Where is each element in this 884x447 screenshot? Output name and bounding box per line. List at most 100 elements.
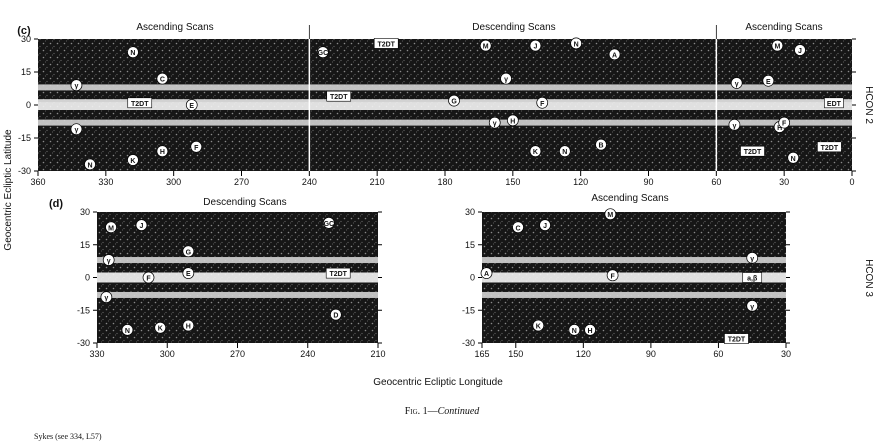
marker-badge [532, 319, 545, 332]
band-north [97, 257, 378, 264]
marker-label: J [140, 223, 144, 230]
marker-label: H [510, 118, 515, 125]
marker-label: N [572, 328, 577, 335]
ytick-label: -30 [18, 166, 31, 176]
marker-label: K [536, 324, 541, 331]
marker-badge [500, 72, 512, 85]
band-south [482, 291, 786, 298]
xtick-label: 240 [300, 349, 315, 359]
marker-label: M [774, 44, 780, 51]
xtick-label: 330 [89, 349, 104, 359]
marker-box [326, 90, 352, 102]
marker-badge [529, 39, 542, 52]
marker-label: GC [318, 50, 329, 57]
ytick-label: 15 [465, 240, 475, 250]
xtick-label: 0 [849, 177, 854, 187]
marker-label: K [533, 149, 538, 156]
marker-label: G [186, 249, 192, 256]
marker-badge [100, 291, 113, 303]
marker-label: T2DT [330, 94, 348, 101]
y-axis-label: Geocentric Ecliptic Latitude [3, 129, 14, 251]
ytick-label: -15 [77, 305, 90, 315]
band-north [38, 84, 852, 91]
marker-badge [771, 39, 784, 52]
marker-badge [121, 324, 134, 336]
marker-badge [794, 44, 806, 56]
marker-badge [182, 245, 195, 258]
marker-badge [536, 96, 549, 109]
xtick-label: 240 [302, 177, 317, 187]
marker-badge [84, 158, 96, 171]
marker-label: G [451, 99, 457, 106]
ytick-label: 30 [21, 34, 31, 44]
ytick-label: 0 [85, 273, 90, 283]
marker-label: F [146, 276, 151, 283]
figure-caption: Fig. 1—Continued [0, 406, 884, 417]
marker-label: γ [493, 121, 497, 128]
marker-label: N [130, 50, 135, 57]
marker-label: γ [74, 83, 78, 90]
marker-badge [512, 221, 524, 234]
marker-label: E [766, 79, 771, 86]
scan-label: Ascending Scans [591, 193, 668, 204]
ytick-label: 15 [80, 240, 90, 250]
marker-label: J [543, 223, 547, 230]
xtick-label: 60 [711, 177, 721, 187]
xtick-label: 300 [160, 349, 175, 359]
ytick-label: -15 [462, 305, 475, 315]
marker-badge [105, 221, 117, 234]
ytick-label: -30 [77, 338, 90, 348]
xtick-label: 30 [779, 177, 789, 187]
marker-label: N [562, 149, 567, 156]
marker-label: C [515, 225, 520, 232]
marker-box [373, 38, 399, 49]
band-north [482, 257, 786, 264]
marker-label: γ [732, 123, 736, 130]
marker-label: γ [74, 127, 78, 134]
xtick-label: 165 [474, 349, 489, 359]
marker-label: F [782, 121, 787, 128]
marker-box [817, 141, 842, 153]
marker-label: T2DT [377, 41, 395, 48]
scan-label: Ascending Scans [745, 22, 822, 33]
marker-badge [135, 219, 148, 231]
marker-badge [787, 151, 800, 164]
marker-box [724, 333, 749, 344]
marker-badge [570, 37, 582, 50]
marker-label: γ [750, 256, 754, 263]
marker-badge [156, 145, 169, 158]
marker-label: a,β [747, 276, 758, 283]
marker-label: H [777, 125, 782, 132]
band-south [97, 291, 378, 298]
ytick-label: 15 [21, 67, 31, 77]
marker-label: C [160, 77, 165, 84]
band-t2dt [38, 99, 852, 103]
ytick-label: 30 [80, 207, 90, 217]
xtick-label: 60 [713, 349, 723, 359]
marker-badge [746, 252, 759, 264]
marker-label: M [607, 212, 613, 219]
marker-badge [506, 114, 519, 127]
marker-label: M [483, 44, 489, 51]
caption-prefix: Fig. 1— [404, 406, 438, 417]
marker-label: K [130, 158, 135, 165]
ytick-label: -30 [462, 338, 475, 348]
xtick-label: 360 [30, 177, 45, 187]
marker-label: B [598, 143, 603, 150]
band- [38, 100, 852, 110]
marker-label: J [533, 44, 537, 51]
marker-label: T2DT [744, 149, 762, 156]
marker-label: E [189, 103, 194, 110]
marker-label: H [186, 324, 191, 331]
band- [482, 272, 786, 283]
marker-label: A [612, 52, 617, 59]
marker-badge [480, 267, 493, 279]
marker-badge [730, 77, 743, 89]
xtick-label: 300 [166, 177, 181, 187]
marker-label: γ [104, 295, 108, 302]
marker-badge [529, 145, 542, 158]
xtick-label: 210 [370, 177, 385, 187]
ytick-label: -15 [18, 133, 31, 143]
